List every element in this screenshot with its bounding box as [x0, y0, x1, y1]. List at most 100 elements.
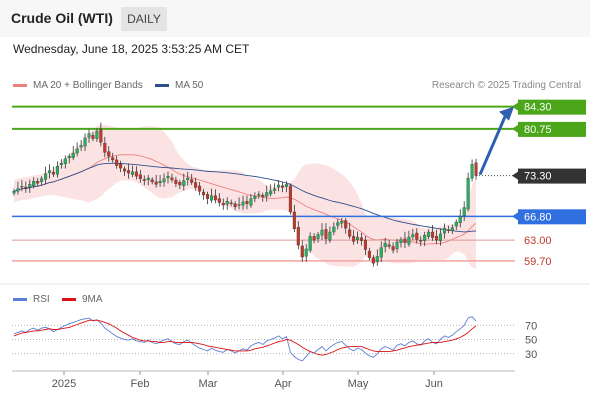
candle-body	[170, 177, 174, 181]
candle-body	[75, 148, 79, 154]
candle-body	[202, 191, 206, 196]
ma20-line	[13, 154, 477, 245]
candle-body	[336, 222, 340, 226]
candle-body	[399, 239, 403, 243]
candle-body	[363, 239, 367, 250]
candle-body	[257, 194, 261, 196]
bollinger-swatch	[13, 84, 27, 87]
candle-body	[24, 186, 28, 189]
time-tick-label: 2025	[52, 378, 76, 390]
candle-body	[67, 156, 71, 159]
price-tag-label: 84.30	[524, 102, 552, 114]
candle-body	[178, 182, 182, 186]
candle-body	[79, 145, 83, 148]
candle-body	[328, 231, 332, 241]
rsi-legend-ma9: 9MA	[62, 294, 103, 305]
candle-body	[83, 137, 87, 147]
legend-bollinger: MA 20 + Bollinger Bands	[13, 80, 143, 91]
level-label: 59.70	[524, 256, 552, 268]
candle-body	[245, 201, 249, 204]
candle-body	[115, 159, 119, 166]
candle-body	[221, 203, 225, 206]
candle-body	[32, 181, 36, 187]
ma9-legend-label: 9MA	[82, 294, 103, 305]
candle-body	[450, 227, 454, 231]
candle-body	[261, 194, 265, 198]
rsi-ma9-line	[13, 319, 477, 356]
candle-body	[288, 185, 292, 213]
candle-body	[91, 134, 95, 139]
rsi-tick-label: 50	[525, 335, 537, 347]
candle-body	[280, 185, 285, 188]
candle-body	[154, 181, 158, 185]
candle-body	[320, 229, 324, 236]
candle-body	[229, 202, 233, 204]
candle-body	[150, 179, 154, 183]
candle-body	[332, 226, 336, 233]
candle-body	[474, 162, 478, 176]
candle-body	[87, 133, 91, 138]
candle-body	[107, 151, 111, 157]
datetime-label: Wednesday, June 18, 2025 3:53:25 AM CET	[13, 42, 250, 56]
candle-body	[198, 185, 202, 192]
price-tag-label: 66.80	[524, 211, 552, 223]
candle-body	[209, 195, 213, 201]
candle-body	[142, 179, 146, 181]
ma9-swatch	[62, 298, 76, 301]
candle-body	[253, 196, 257, 199]
candle-body	[462, 207, 466, 216]
candle-body	[367, 250, 371, 258]
rsi-swatch	[13, 298, 27, 301]
candle-body	[415, 232, 419, 240]
candle-body	[265, 192, 269, 197]
level-label: 63.00	[524, 235, 552, 247]
candle-body	[312, 236, 316, 241]
candle-body	[442, 228, 446, 234]
candle-body	[292, 211, 296, 230]
candle-body	[324, 229, 328, 240]
candle-body	[277, 184, 281, 188]
time-tick-label: May	[348, 378, 369, 390]
candle-body	[123, 168, 127, 172]
candle-body	[16, 188, 20, 192]
projection-arrow-head	[499, 106, 514, 121]
candle-body	[446, 229, 450, 231]
price-tag-label: 73.30	[524, 171, 552, 183]
candle-body	[371, 257, 375, 264]
candle-body	[186, 177, 190, 180]
price-tag-84.30	[518, 99, 586, 115]
candle-body	[241, 201, 245, 206]
candle-body	[237, 204, 241, 206]
candle-body	[71, 152, 75, 158]
rsi-line	[13, 316, 477, 362]
time-tick-label: Apr	[274, 378, 291, 390]
candle-body	[407, 236, 411, 245]
candle-body	[411, 234, 415, 238]
candle-body	[273, 188, 277, 191]
candle-body	[138, 174, 142, 179]
candle-body	[205, 194, 210, 199]
price-tag-73.30	[518, 168, 586, 184]
candle-body	[423, 234, 427, 241]
projection-arrow	[478, 116, 507, 176]
time-tick-label: Feb	[131, 378, 150, 390]
candle-body	[51, 171, 55, 175]
candle-body	[395, 241, 399, 249]
candle-body	[126, 170, 131, 174]
candle-body	[95, 130, 99, 139]
timeframe-button[interactable]: DAILY	[121, 7, 167, 31]
price-tag-pointer	[512, 171, 518, 180]
candle-body	[44, 173, 48, 180]
candle-body	[225, 201, 229, 205]
price-tag-pointer	[512, 102, 518, 111]
candle-body	[316, 234, 320, 239]
candle-body	[182, 180, 186, 186]
candle-body	[435, 235, 439, 241]
candle-body	[99, 129, 103, 143]
candle-body	[348, 229, 352, 237]
candle-body	[296, 227, 300, 246]
candle-body	[59, 162, 63, 165]
candle-body	[344, 220, 348, 229]
candle-body	[419, 240, 423, 242]
